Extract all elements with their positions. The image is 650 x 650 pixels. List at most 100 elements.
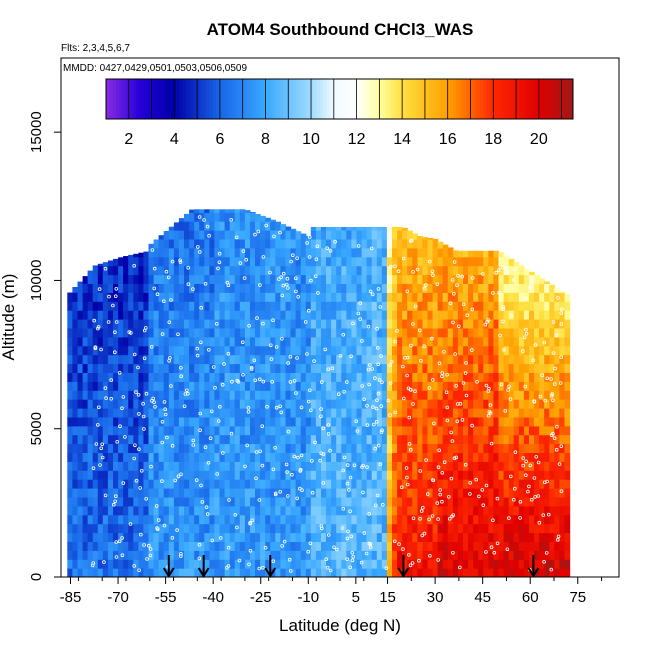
heatmap-cell [402,372,408,382]
heatmap-cell [392,523,398,534]
heatmap-cell [518,283,525,293]
heatmap-cell [457,390,464,400]
sample-point [371,405,375,409]
heatmap-cell [168,256,175,267]
heatmap-cell [432,559,439,569]
heatmap-cell [305,425,312,436]
heatmap-cell [508,319,515,329]
sample-point [93,346,98,351]
heatmap-cell [447,550,454,560]
sample-point [137,412,141,416]
heatmap-cell [326,408,332,418]
heatmap-cell [77,281,84,284]
heatmap-cell [204,230,210,240]
heatmap-cell [260,230,266,240]
sample-point [480,488,485,492]
colorbar-swatch [519,79,524,119]
sample-point [199,305,204,310]
colorbar-swatch [332,79,337,119]
heatmap-cell [376,230,383,240]
heatmap-cell [138,283,145,293]
sample-point [107,294,111,299]
heatmap-cell [513,523,520,534]
chart-title: ATOM4 Southbound CHCl3_WAS [207,20,474,39]
heatmap-cell [265,292,271,302]
heatmap-cell [397,354,403,365]
heatmap-cell [244,230,251,240]
heatmap-cell [503,532,510,542]
sample-point [114,494,118,499]
heatmap-cell [341,568,347,577]
heatmap-cell [326,505,332,516]
heatmap-cell [442,390,449,400]
heatmap-cell [214,327,221,338]
heatmap-cell [148,523,155,534]
heatmap-cell [534,532,540,542]
sample-point [290,472,294,477]
heatmap-cell [498,310,505,320]
heatmap-cell [447,292,454,302]
heatmap-cell [270,425,276,436]
heatmap-cell [173,461,180,471]
heatmap-cell [209,230,216,240]
sample-point [324,557,329,561]
heatmap-cell [392,416,398,427]
colorbar-swatch [209,79,214,119]
heatmap-cell [214,523,221,534]
heatmap-cell [133,399,139,409]
sample-point [233,512,238,517]
heatmap-cell [397,532,403,542]
sample-point [367,541,372,546]
heatmap-cell [503,488,510,498]
sample-point [532,399,537,404]
heatmap-cell [508,292,515,302]
colorbar-tick-label: 16 [439,131,457,148]
heatmap-cell [386,488,393,498]
heatmap-cell [392,345,398,356]
sample-point [370,367,375,371]
heatmap-cell [549,461,555,471]
heatmap-cell [107,479,114,489]
heatmap-cell [82,434,89,445]
heatmap-cell [113,399,119,409]
heatmap-cell [544,292,550,302]
sample-point [295,496,300,501]
heatmap-cell [224,514,231,525]
sample-point [280,544,285,548]
heatmap-cell [290,443,297,453]
heatmap-cell [87,327,94,338]
heatmap-cell [321,399,327,409]
heatmap-cell [158,452,165,462]
heatmap-cell [498,336,505,347]
heatmap-cell [219,452,226,462]
heatmap-cell [153,408,160,418]
heatmap-cell [351,230,358,240]
heatmap-cell [178,470,185,480]
colorbar-swatch [122,79,127,119]
heatmap-cell [386,265,393,276]
heatmap-cell [194,372,200,382]
heatmap-cell [87,461,94,471]
heatmap-cell [118,416,124,427]
heatmap-cell [437,559,444,569]
heatmap-cell [178,247,185,258]
sample-point [496,268,501,273]
colorbar-swatch [452,79,457,119]
heatmap-cell [82,505,89,516]
heatmap-cell [473,250,479,258]
heatmap-cell [270,230,276,240]
heatmap-cell [315,390,322,400]
heatmap-cell [239,381,246,391]
heatmap-cell [493,319,500,329]
colorbar-swatch [219,79,224,119]
x-tick-label: -40 [202,589,224,606]
heatmap-cell [529,505,535,516]
sample-point [295,256,299,261]
heatmap-cell [97,452,104,462]
sample-point [371,422,376,427]
heatmap-cell [275,452,281,462]
heatmap-cell [452,336,459,347]
colorbar-swatch [376,79,380,119]
heatmap-cell [381,523,388,534]
heatmap-cell [371,256,378,267]
